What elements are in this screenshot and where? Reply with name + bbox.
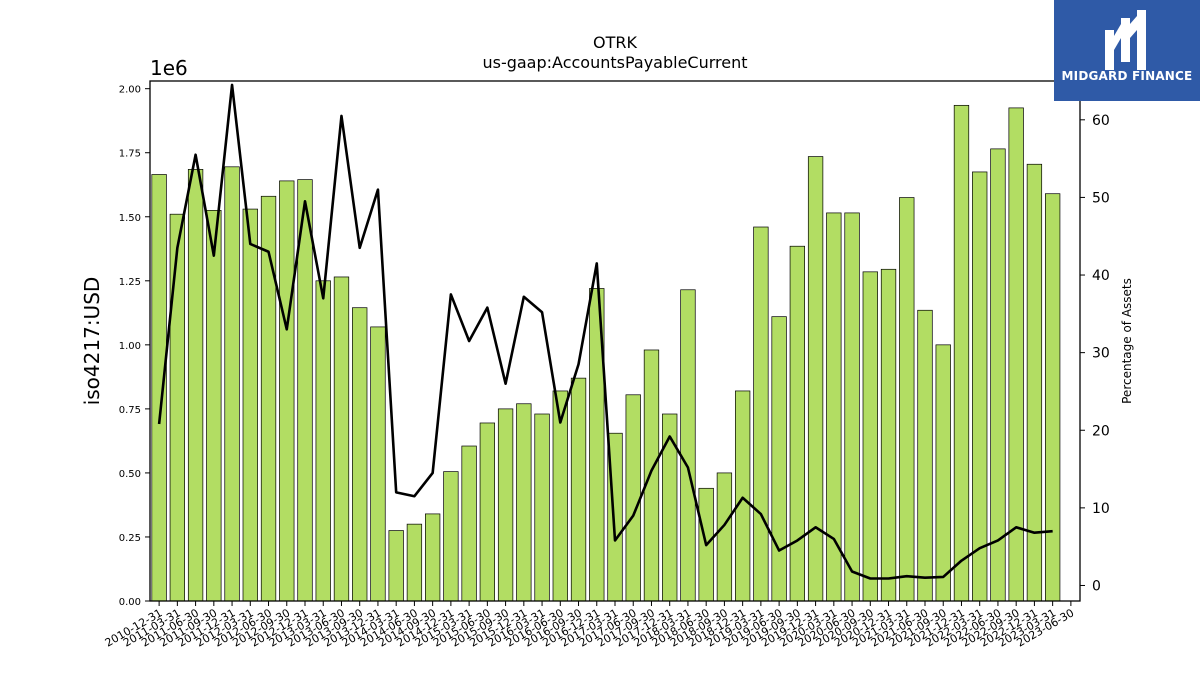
bar [479, 422, 495, 602]
y2-tick-label: 30 [1092, 346, 1110, 362]
bar [1026, 163, 1043, 602]
bar [187, 169, 204, 602]
bar [807, 156, 824, 602]
bar [771, 316, 787, 602]
bar [880, 268, 897, 602]
percentage-line [157, 83, 1053, 580]
bar [425, 513, 441, 602]
y-tick-label: 2.00 [119, 85, 141, 96]
y2-tick-label: 0 [1092, 578, 1101, 594]
bar [972, 171, 988, 602]
y-tick-label: 1.00 [119, 341, 141, 352]
y-axis-multiplier: 1e6 [150, 56, 188, 80]
bar [169, 213, 185, 602]
bar [734, 390, 751, 602]
bar [534, 413, 550, 602]
bar [844, 212, 860, 602]
bar [406, 523, 423, 602]
bar [662, 413, 678, 602]
bar [935, 344, 951, 602]
bar [570, 377, 587, 602]
axes: 0.00 0.25 0.50 0.75 1.00 1.25 1.50 1.75 2.00 0 10 2… [103, 80, 1110, 650]
bar [953, 104, 970, 602]
y2-tick-label: 50 [1092, 190, 1110, 206]
bar [151, 174, 167, 602]
chart-subtitle: us-gaap:AccountsPayableCurrent [482, 53, 747, 72]
bar [315, 280, 331, 602]
y-tick-label: 0.25 [119, 533, 141, 544]
bar [206, 210, 222, 602]
bar [370, 326, 386, 602]
bar [990, 148, 1006, 602]
logo: MIDGARD FINANCE [1054, 0, 1200, 101]
bar [352, 307, 368, 602]
bar [461, 445, 477, 602]
y-axis-label: iso4217:USD [80, 277, 104, 406]
bar [826, 212, 842, 602]
bar [862, 271, 878, 602]
bar [899, 197, 915, 602]
y2-axis-label: Percentage of Assets [1120, 278, 1134, 404]
bar [643, 349, 660, 602]
bar [388, 530, 404, 602]
bar [279, 180, 295, 602]
bar [789, 245, 805, 602]
bar [753, 226, 769, 602]
y-tick-label: 1.50 [119, 213, 141, 224]
y-tick-label: 0.00 [119, 597, 141, 608]
bar [242, 208, 258, 602]
y-tick-label: 0.75 [119, 405, 141, 416]
bar [224, 166, 240, 602]
midgard-logo-icon [1105, 10, 1146, 70]
bar [716, 472, 733, 602]
bar-series [151, 104, 1061, 602]
bar [443, 471, 459, 602]
logo-text: MIDGARD FINANCE [1061, 69, 1193, 83]
bar [497, 408, 514, 602]
bar [625, 394, 641, 602]
y2-tick-label: 20 [1092, 423, 1110, 439]
y2-tick-label: 40 [1092, 268, 1110, 284]
bar [333, 276, 350, 602]
chart-title: OTRK [593, 33, 637, 52]
bar [917, 309, 933, 602]
line-series [157, 83, 1053, 580]
bar [680, 289, 696, 602]
y-tick-label: 1.25 [119, 277, 141, 288]
y2-tick-label: 60 [1092, 113, 1110, 129]
bar [1044, 193, 1061, 602]
y-tick-label: 1.75 [119, 149, 141, 160]
bar [516, 403, 532, 602]
y2-tick-label: 10 [1092, 501, 1110, 517]
y-tick-label: 0.50 [119, 469, 141, 480]
